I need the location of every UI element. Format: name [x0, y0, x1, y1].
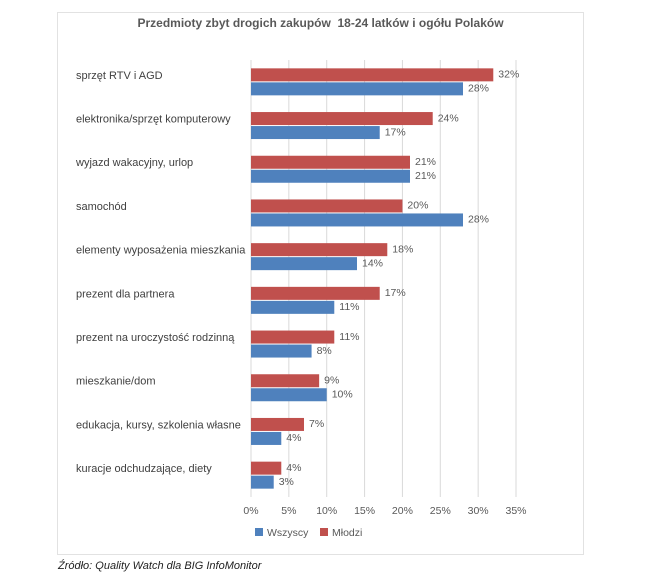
bar-wszyscy	[251, 475, 274, 489]
bar-wszyscy	[251, 388, 327, 402]
category-label: mieszkanie/dom	[76, 376, 155, 388]
data-label-wszyscy: 11%	[339, 301, 359, 313]
category-label: samochód	[76, 201, 127, 213]
x-tick-label: 30%	[468, 505, 489, 517]
bar-mlodzi	[251, 243, 388, 257]
bar-mlodzi	[251, 417, 304, 431]
data-label-wszyscy: 28%	[468, 214, 489, 226]
data-label-wszyscy: 14%	[362, 257, 383, 269]
bar-mlodzi	[251, 286, 380, 300]
chart-frame: Przedmioty zbyt drogich zakupów 18-24 la…	[57, 12, 584, 555]
data-label-wszyscy: 21%	[415, 170, 436, 182]
bar-wszyscy	[251, 300, 335, 314]
category-label: edukacja, kursy, szkolenia własne	[76, 419, 241, 431]
bar-mlodzi	[251, 68, 494, 82]
source-note: Źródło: Quality Watch dla BIG InfoMonito…	[58, 560, 262, 572]
bar-wszyscy	[251, 126, 380, 140]
data-label-wszyscy: 3%	[279, 476, 294, 488]
legend-swatch-wszyscy	[255, 528, 263, 536]
data-label-mlodzi: 17%	[385, 287, 406, 299]
legend-label-wszyscy: Wszyscy	[267, 527, 309, 539]
data-label-wszyscy: 4%	[286, 432, 301, 444]
chart-title: Przedmioty zbyt drogich zakupów 18-24 la…	[137, 16, 504, 30]
category-label: prezent na uroczystość rodzinną	[76, 332, 235, 344]
bar-mlodzi	[251, 461, 282, 475]
data-label-wszyscy: 17%	[385, 126, 406, 138]
data-label-mlodzi: 24%	[438, 112, 459, 124]
bar-wszyscy	[251, 82, 463, 96]
data-label-mlodzi: 9%	[324, 375, 339, 387]
bar-wszyscy	[251, 169, 410, 183]
data-label-mlodzi: 21%	[415, 156, 436, 168]
data-label-mlodzi: 20%	[407, 200, 428, 212]
x-tick-label: 35%	[505, 505, 526, 517]
x-tick-label: 5%	[281, 505, 296, 517]
chart-plot: 0% 5% 10% 15% 20% 25% 30% 35% sprzęt RTV i AGD 32…	[75, 60, 527, 539]
bar-wszyscy	[251, 257, 357, 271]
bar-mlodzi	[251, 155, 410, 169]
data-label-wszyscy: 10%	[332, 389, 353, 401]
bar-wszyscy	[251, 431, 282, 445]
bar-mlodzi	[251, 374, 320, 388]
bar-wszyscy	[251, 213, 463, 227]
x-tick-label: 15%	[354, 505, 375, 517]
legend-label-mlodzi: Młodzi	[332, 527, 362, 539]
bar-wszyscy	[251, 344, 312, 358]
x-tick-label: 20%	[392, 505, 413, 517]
data-label-wszyscy: 8%	[317, 345, 332, 357]
data-label-mlodzi: 18%	[392, 243, 413, 255]
x-tick-label: 10%	[316, 505, 337, 517]
data-label-mlodzi: 7%	[309, 418, 324, 430]
bar-mlodzi	[251, 199, 403, 213]
category-label: wyjazd wakacyjny, urlop	[75, 157, 193, 169]
category-label: elementy wyposażenia mieszkania	[76, 245, 246, 257]
data-label-wszyscy: 28%	[468, 83, 489, 95]
category-label: sprzęt RTV i AGD	[76, 70, 163, 82]
x-tick-label: 25%	[430, 505, 451, 517]
data-label-mlodzi: 4%	[286, 462, 301, 474]
bar-mlodzi	[251, 112, 433, 126]
category-label: elektronika/sprzęt komputerowy	[76, 113, 231, 125]
x-tick-label: 0%	[243, 505, 258, 517]
legend-swatch-mlodzi	[320, 528, 328, 536]
bar-mlodzi	[251, 330, 335, 344]
data-label-mlodzi: 32%	[498, 69, 519, 81]
data-label-mlodzi: 11%	[339, 331, 359, 343]
category-label: kuracje odchudzające, diety	[76, 463, 212, 475]
category-label: prezent dla partnera	[76, 288, 175, 300]
